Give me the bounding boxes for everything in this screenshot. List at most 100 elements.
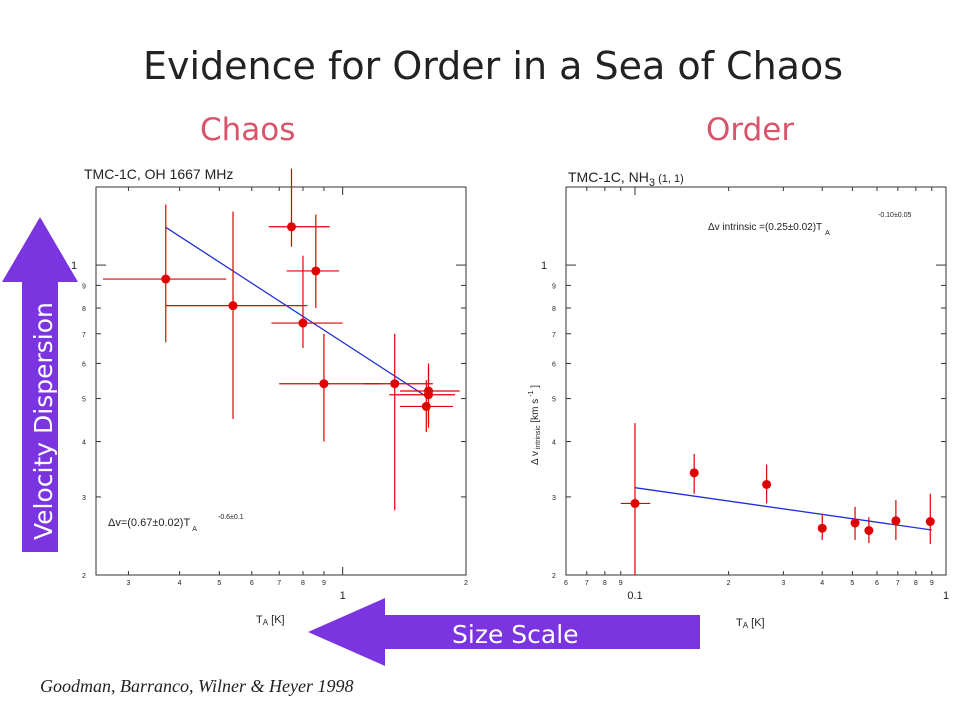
order-x-tick-label: 7 [896,580,900,587]
order-x-major-label: 1 [943,590,949,602]
chaos-data-point [271,255,343,349]
order-y-tick-label: 9 [552,283,556,290]
chaos-point-marker [286,222,296,232]
order-point-marker [817,523,827,533]
chaos-x-tick-label: 5 [217,580,221,587]
order-fit-exponent: -0.10±0.05 [878,212,912,219]
right-panel-title-tail: (1, 1) [655,173,684,185]
size-scale-arrow: Size Scale [308,598,700,666]
velocity-dispersion-arrow: Velocity Dispersion [2,217,78,552]
order-x-tick-label: 7 [585,580,589,587]
chaos-fit-equation: Δv=(0.67±0.02)TA [108,517,197,533]
velocity-dispersion-arrow-shape [2,217,78,552]
size-scale-arrow-shape [308,598,700,666]
order-point-marker [864,525,874,535]
order-point-marker [850,518,860,528]
order-chart: 6 7 8 9 2 3 4 5 6 7 8 9 0.1 1 2 3 4 5 6 7 8 9 1 TA [K] Δ v int… [528,186,949,630]
order-data-point [925,493,935,544]
order-point-marker [925,517,935,527]
slide-title: Evidence for Order in a Sea of Chaos [143,44,843,88]
chaos-x-major-label: 1 [340,590,346,602]
chaos-point-marker [161,274,171,284]
chaos-x-tick-label: 7 [277,580,281,587]
chaos-fit-line [165,226,427,398]
order-x-tick-label: 9 [619,580,623,587]
left-panel-title: TMC-1C, OH 1667 MHz [84,166,234,182]
chaos-y-tick-label: 6 [82,361,86,368]
chaos-chart: 3 4 5 6 7 8 9 2 1 2 3 4 5 6 7 8 9 1 TA [K] Δv=(0.67±0.02)… [71,168,468,627]
chaos-y-tick-label: 4 [82,440,86,447]
chaos-data-point [389,366,455,424]
chaos-x-tick-label: 2 [464,580,468,587]
order-x-tick-label: 6 [875,580,879,587]
order-data-point [850,506,860,540]
order-fit-line-group [634,487,932,531]
order-y-tick-label: 4 [552,440,556,447]
order-data-point [762,464,772,504]
order-x-tick-label: 8 [914,580,918,587]
chaos-y-tick-label: 9 [82,283,86,290]
order-x-tick-label: 5 [850,580,854,587]
chaos-x-tick-label: 6 [250,580,254,587]
order-y-tick-label: 2 [552,573,556,580]
order-x-major-label: 0.1 [627,590,642,602]
order-x-axis-label: TA [K] [736,617,765,630]
chaos-data-point [286,214,340,309]
chaos-data-point [364,333,433,511]
chaos-fit-equation-sub: A [192,526,197,533]
chaos-x-tick-label: 4 [178,580,182,587]
order-data-point [817,513,827,540]
chaos-point-marker [311,266,321,276]
chaos-x-tick-label: 9 [322,580,326,587]
chaos-point-marker [424,390,434,400]
order-y-tick-label: 8 [552,306,556,313]
chaos-point-marker [421,401,431,411]
chaos-y-tick-label: 7 [82,332,86,339]
chaos-data-points [102,168,460,511]
chaos-data-point [279,333,383,442]
right-panel-title-text: TMC-1C, NH [568,169,649,185]
right-panel-title-sub: 3 [648,176,656,189]
chaos-point-marker [228,301,238,311]
order-data-point [864,517,874,544]
chaos-point-marker [319,379,329,389]
chaos-fit-exponent: -0.6±0.1 [218,514,244,521]
order-data-point [891,500,901,540]
chaos-point-marker [298,318,308,328]
size-scale-label: Size Scale [452,620,579,649]
order-x-tick-label: 4 [820,580,824,587]
order-y-tick-label: 6 [552,361,556,368]
chaos-y-tick-label: 2 [82,573,86,580]
order-x-tick-label: 2 [727,580,731,587]
order-data-points [620,423,935,575]
order-fit-equation: Δv intrinsic =(0.25±0.02)TA [708,222,830,237]
chaos-y-tick-label: 3 [82,495,86,502]
order-point-marker [891,516,901,526]
order-fit-equation-main: Δv intrinsic =(0.25±0.02)T [708,222,822,233]
chaos-fit-line-group [165,226,427,398]
chaos-y-tick-label: 8 [82,306,86,313]
chaos-data-point [268,168,330,247]
order-x-tick-label: 6 [564,580,568,587]
order-x-tick-label: 8 [603,580,607,587]
order-point-marker [630,498,640,508]
order-heading: Order [706,112,795,148]
chaos-point-marker [390,379,400,389]
chaos-fit-equation-main: Δv=(0.67±0.02)T [108,517,190,529]
chaos-heading: Chaos [200,112,296,148]
order-x-tick-label: 3 [781,580,785,587]
chaos-y-tick-label: 5 [82,397,86,404]
order-chart-axes: 6 7 8 9 2 3 4 5 6 7 8 9 0.1 1 2 3 4 5 6 7 8 9 1 [541,187,949,602]
chaos-data-point [399,380,454,433]
order-fit-line [634,487,932,531]
chaos-data-point [102,204,227,343]
chaos-y-major-label: 1 [71,260,77,272]
order-chart-frame [565,186,947,576]
order-data-point [689,453,699,494]
order-fit-equation-sub: A [825,230,830,237]
velocity-dispersion-label: Velocity Dispersion [29,302,58,540]
chaos-x-tick-label: 8 [301,580,305,587]
chaos-data-point [165,211,308,419]
order-y-tick-label: 7 [552,332,556,339]
